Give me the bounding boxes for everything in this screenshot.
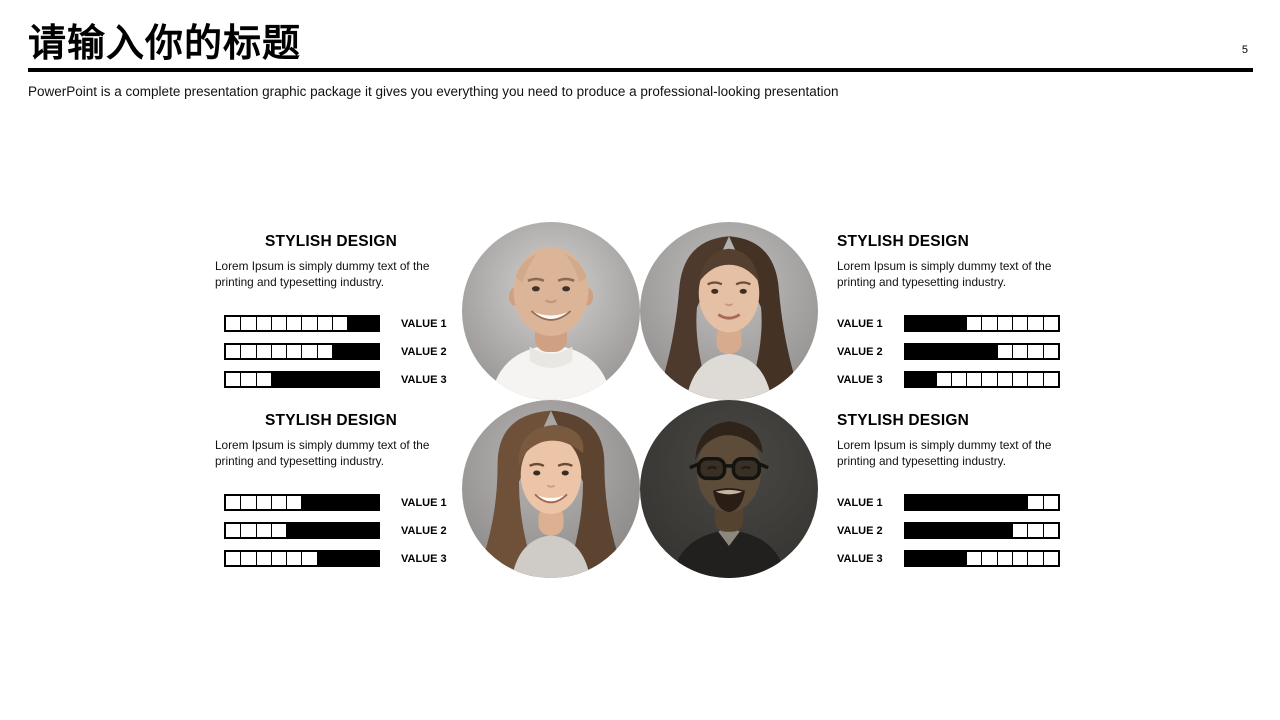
bar-label: VALUE 1 [837,496,883,509]
segmented-bar [904,315,1060,332]
segmented-bar [224,371,380,388]
portrait-photo-bald-man [462,222,640,400]
section-body: Lorem Ipsum is simply dummy text of the … [215,438,430,468]
section-body: Lorem Ipsum is simply dummy text of the … [215,259,430,289]
bar-group-top-right: VALUE 1 VALUE 2 VALUE 3 [837,315,1060,388]
segmented-bar [904,522,1060,539]
bar-label: VALUE 3 [837,373,883,386]
bar-row: VALUE 1 [224,494,447,511]
segmented-bar [904,550,1060,567]
portrait-photo-woman-wavy-hair [640,222,818,400]
bar-row: VALUE 3 [224,371,447,388]
bar-label: VALUE 1 [401,496,447,509]
section-heading: STYLISH DESIGN [265,412,397,429]
bar-row: VALUE 3 [224,550,447,567]
bar-row: VALUE 3 [837,371,1060,388]
segmented-bar [904,371,1060,388]
section-body: Lorem Ipsum is simply dummy text of the … [837,438,1052,468]
portrait-photo-man-glasses-dark [640,400,818,578]
portrait-illustration [640,222,818,400]
segmented-bar [224,550,380,567]
page-number: 5 [1241,44,1248,56]
bar-label: VALUE 3 [401,552,447,565]
bar-label: VALUE 1 [837,317,883,330]
bar-row: VALUE 3 [837,550,1060,567]
bar-group-bottom-left: VALUE 1 VALUE 2 VALUE 3 [224,494,447,567]
segmented-bar [224,494,380,511]
section-heading: STYLISH DESIGN [837,412,969,429]
section-top-right: STYLISH DESIGN Lorem Ipsum is simply dum… [837,233,1069,290]
portrait-illustration [640,400,818,578]
bar-row: VALUE 1 [837,315,1060,332]
portrait-illustration [462,222,640,400]
bar-row: VALUE 2 [837,343,1060,360]
portrait-illustration [462,400,640,578]
bar-row: VALUE 2 [224,522,447,539]
section-heading: STYLISH DESIGN [265,233,397,250]
bar-label: VALUE 2 [837,524,883,537]
section-bottom-right: STYLISH DESIGN Lorem Ipsum is simply dum… [837,412,1069,469]
bar-group-top-left: VALUE 1 VALUE 2 VALUE 3 [224,315,447,388]
bar-label: VALUE 2 [401,524,447,537]
section-heading: STYLISH DESIGN [837,233,969,250]
bar-row: VALUE 2 [837,522,1060,539]
segmented-bar [224,343,380,360]
segmented-bar [904,494,1060,511]
bar-group-bottom-right: VALUE 1 VALUE 2 VALUE 3 [837,494,1060,567]
bar-label: VALUE 2 [401,345,447,358]
bar-label: VALUE 2 [837,345,883,358]
bar-label: VALUE 1 [401,317,447,330]
segmented-bar [904,343,1060,360]
section-top-left: STYLISH DESIGN Lorem Ipsum is simply dum… [215,233,447,290]
bar-label: VALUE 3 [401,373,447,386]
section-body: Lorem Ipsum is simply dummy text of the … [837,259,1052,289]
slide-title: 请输入你的标题 [28,23,302,65]
segmented-bar [224,522,380,539]
section-bottom-left: STYLISH DESIGN Lorem Ipsum is simply dum… [215,412,447,469]
bar-row: VALUE 1 [224,315,447,332]
portrait-photo-smiling-woman [462,400,640,578]
bar-row: VALUE 1 [837,494,1060,511]
segmented-bar [224,315,380,332]
title-divider-line [28,68,1253,72]
bar-row: VALUE 2 [224,343,447,360]
slide-subtitle: PowerPoint is a complete presentation gr… [28,84,839,99]
bar-label: VALUE 3 [837,552,883,565]
